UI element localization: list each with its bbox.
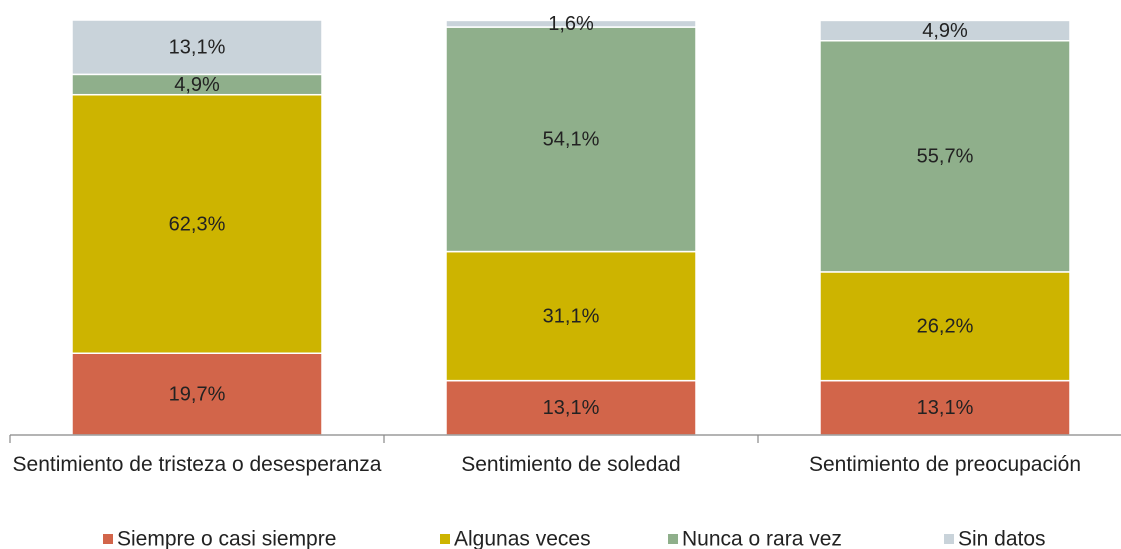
data-label: 19,7% <box>169 383 226 405</box>
data-label: 54,1% <box>543 129 600 151</box>
x-tick-label: Sentimiento de preocupación <box>808 453 1081 476</box>
legend-swatch <box>944 534 954 544</box>
bar-segment <box>819 379 1071 436</box>
bar-segment <box>819 19 1071 42</box>
bar-segment <box>445 379 697 436</box>
bar-segment <box>71 19 323 76</box>
bar-segment <box>819 271 1071 382</box>
legend-swatch <box>103 534 113 544</box>
legend-label: Sin datos <box>958 528 1046 549</box>
legend-label: Nunca o rara vez <box>682 528 842 549</box>
x-tick-label: Sentimiento de soledad <box>461 453 681 476</box>
data-label: 62,3% <box>169 213 226 235</box>
bar-segment <box>445 250 697 382</box>
legend-swatch <box>668 534 678 544</box>
data-label: 4,9% <box>174 74 220 96</box>
bar-segment <box>71 93 323 354</box>
bar-segment <box>71 352 323 436</box>
data-label: 31,1% <box>543 305 600 327</box>
legend-label: Siempre o casi siempre <box>117 528 336 549</box>
bar-segment <box>819 40 1071 273</box>
data-label: 13,1% <box>917 397 974 419</box>
data-label: 1,6% <box>548 13 594 35</box>
data-label: 4,9% <box>922 20 968 42</box>
legend-swatch <box>440 534 450 544</box>
data-label: 55,7% <box>917 146 974 168</box>
bar-segment <box>445 19 697 28</box>
data-label: 13,1% <box>169 36 226 58</box>
data-label: 26,2% <box>917 316 974 338</box>
x-tick-label: Sentimiento de tristeza o desesperanza <box>12 453 382 476</box>
data-label: 13,1% <box>543 397 600 419</box>
legend-label: Algunas veces <box>454 528 591 549</box>
bar-segment <box>445 26 697 253</box>
